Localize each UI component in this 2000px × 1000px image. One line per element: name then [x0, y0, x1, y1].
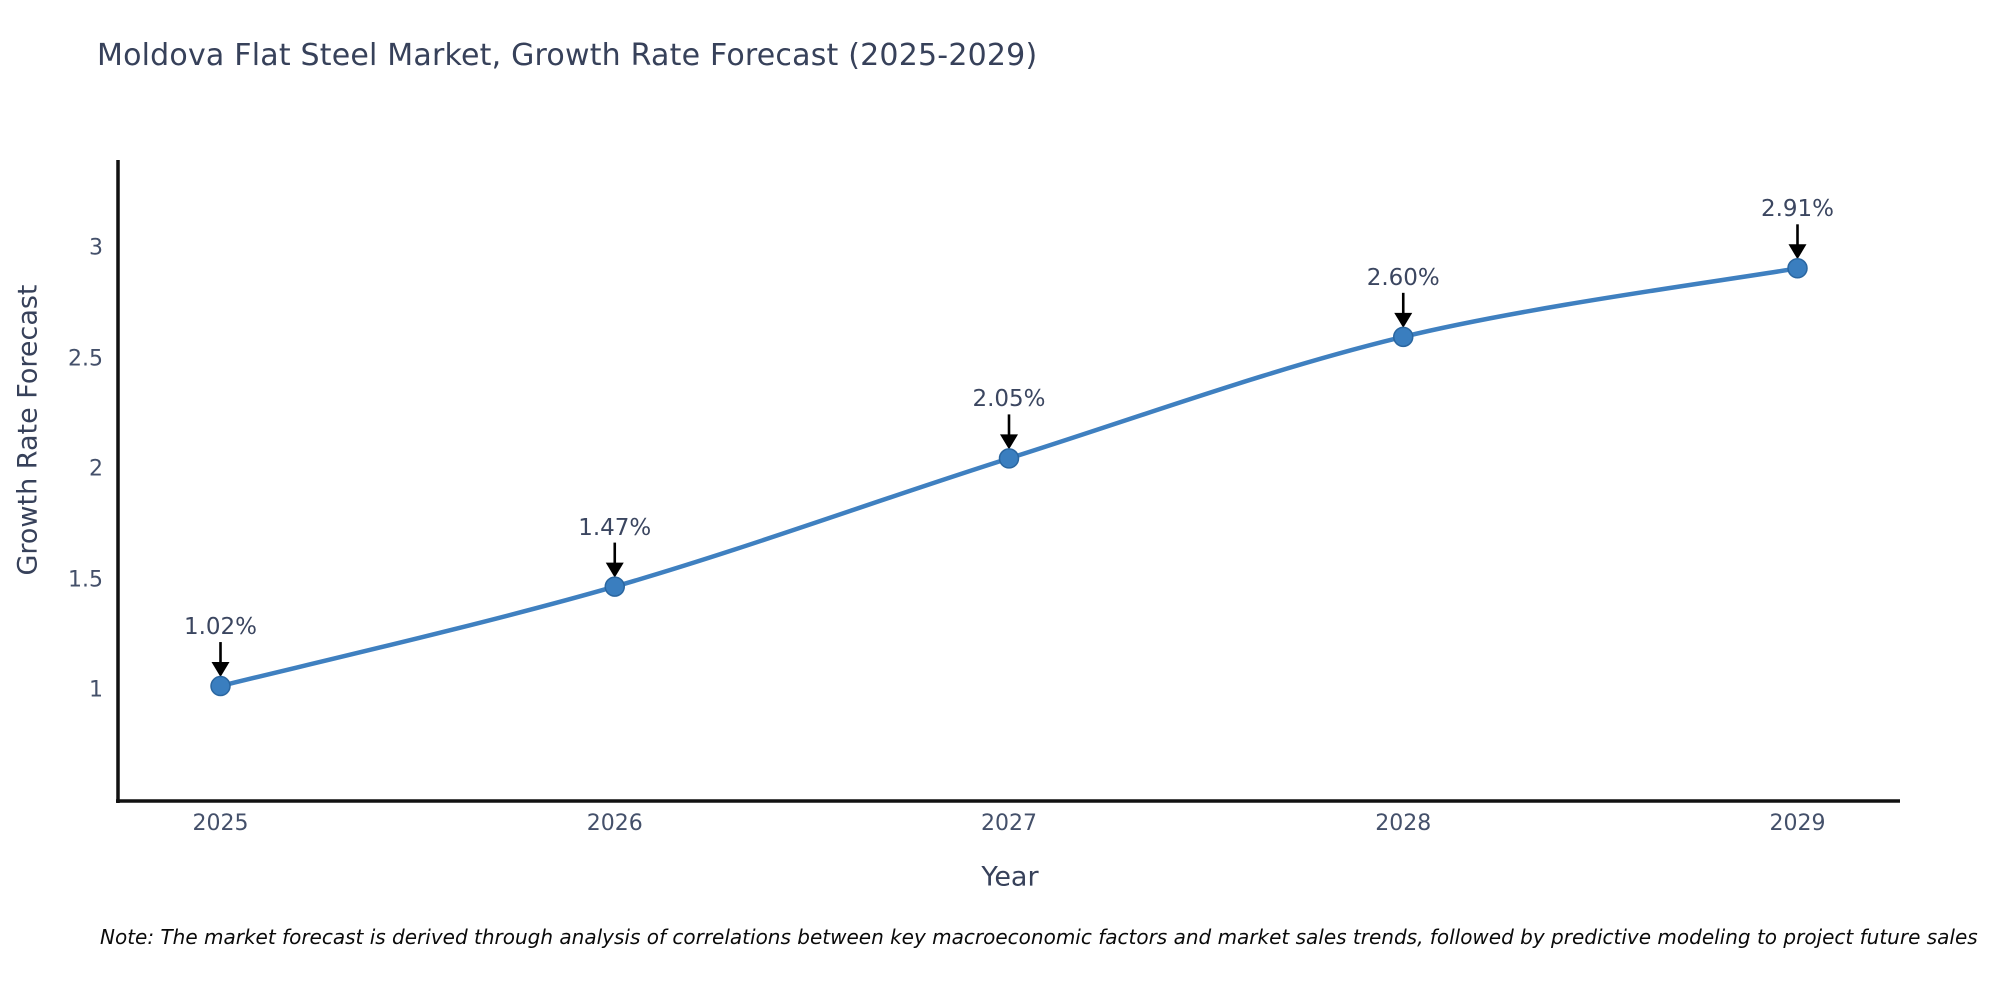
x-tick-label: 2028	[1375, 811, 1432, 836]
data-point-label: 1.47%	[578, 514, 652, 541]
chart-title: Moldova Flat Steel Market, Growth Rate F…	[97, 38, 1038, 73]
data-point-marker	[1392, 326, 1414, 348]
annotation-arrow-head	[1000, 434, 1018, 450]
y-tick-label: 3	[89, 235, 103, 261]
annotation-arrow-head	[605, 562, 624, 578]
footnote: Note: The market forecast is derived thr…	[100, 925, 1978, 949]
data-point-marker	[998, 448, 1020, 469]
y-tick-label: 1	[89, 677, 103, 703]
data-point-marker	[1787, 258, 1808, 279]
data-point-label: 1.02%	[183, 614, 258, 641]
y-tick-label: 2.5	[68, 346, 103, 372]
x-tick-label: 2029	[1769, 811, 1826, 836]
x-tick-label: 2025	[192, 811, 249, 836]
data-point-label: 2.91%	[1760, 196, 1835, 223]
y-tick-label: 1.5	[68, 567, 103, 593]
series-line	[218, 266, 1800, 689]
x-tick-label: 2026	[586, 811, 643, 836]
data-point-label: 2.05%	[972, 386, 1046, 413]
data-point-marker	[210, 675, 231, 697]
annotation-arrow-head	[1788, 244, 1807, 260]
x-tick-label: 2027	[981, 811, 1037, 836]
data-point-label: 2.60%	[1366, 264, 1440, 291]
annotation-arrow-head	[1394, 312, 1413, 328]
data-point-marker	[604, 576, 626, 597]
y-tick-label: 2	[89, 456, 103, 482]
annotation-arrow-head	[211, 662, 230, 678]
x-axis-title: Year	[981, 861, 1039, 893]
